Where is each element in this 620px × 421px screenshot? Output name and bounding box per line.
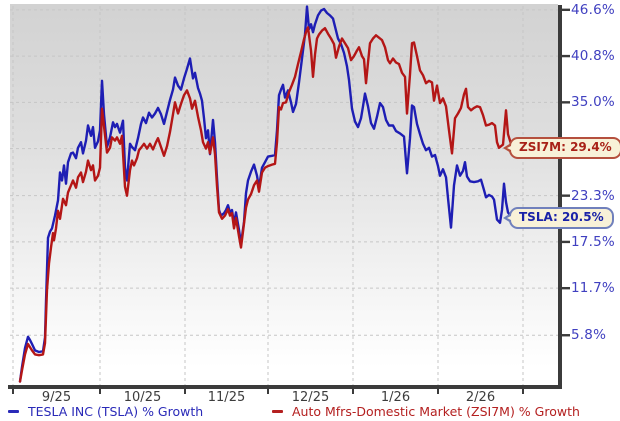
y-tick-label: 35.0% bbox=[571, 94, 615, 111]
x-tick-label: 10/25 bbox=[123, 390, 162, 405]
tsla-line bbox=[18, 5, 514, 383]
y-tick-label: 17.5% bbox=[571, 233, 615, 250]
y-tick-label: 23.3% bbox=[571, 187, 615, 204]
plot-background bbox=[10, 4, 558, 386]
x-tick-label: 2/26 bbox=[465, 390, 496, 405]
x-tick-label: 12/25 bbox=[291, 390, 330, 405]
y-tick-label: 46.6% bbox=[571, 1, 615, 18]
legend-item-zsi7m: Auto Mfrs-Domestic Market (ZSI7M) % Grow… bbox=[272, 404, 580, 419]
zsi7m-callout: ZSI7M: 29.4% bbox=[503, 136, 620, 159]
x-tick-label: 9/25 bbox=[41, 390, 72, 405]
tsla-callout: TSLA: 20.5% bbox=[503, 207, 614, 230]
zsi7m-callout-arrow-fill bbox=[507, 144, 513, 151]
horizontal-gridlines bbox=[10, 9, 558, 336]
tsla-callout-arrow-fill bbox=[507, 215, 513, 222]
legend: TESLA INC (TSLA) % Growth Auto Mfrs-Dome… bbox=[0, 404, 620, 420]
zsi7m-callout-label: ZSI7M: 29.4% bbox=[519, 139, 612, 154]
y-tick-label: 40.8% bbox=[571, 48, 615, 65]
axes bbox=[8, 5, 570, 394]
legend-item-tsla: TESLA INC (TSLA) % Growth bbox=[8, 404, 203, 419]
tsla-callout-label: TSLA: 20.5% bbox=[519, 210, 604, 225]
zsi7m-line-swatch-icon bbox=[272, 410, 283, 413]
y-tick-label: 5.8% bbox=[571, 327, 607, 344]
x-tick-label: 11/25 bbox=[207, 390, 246, 405]
y-tick-label: 11.7% bbox=[571, 280, 615, 297]
legend-label-zsi7m: Auto Mfrs-Domestic Market (ZSI7M) % Grow… bbox=[292, 404, 580, 419]
tsla-line-swatch-icon bbox=[8, 410, 19, 413]
series-lines bbox=[18, 5, 514, 383]
zsi7m-line bbox=[18, 26, 514, 383]
x-tick-label: 1/26 bbox=[380, 390, 411, 405]
legend-label-tsla: TESLA INC (TSLA) % Growth bbox=[28, 404, 204, 419]
